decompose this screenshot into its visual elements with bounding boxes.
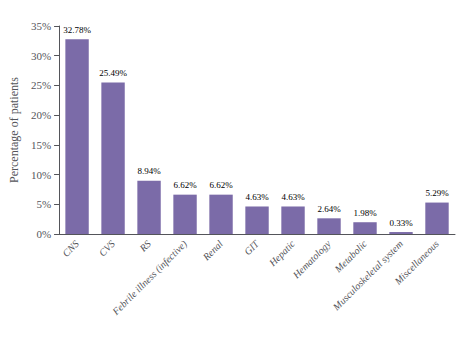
svg-text:8.94%: 8.94% xyxy=(137,166,161,176)
svg-text:GIT: GIT xyxy=(242,237,262,257)
svg-text:25.49%: 25.49% xyxy=(99,68,127,78)
svg-text:1.98%: 1.98% xyxy=(353,208,377,218)
svg-text:5%: 5% xyxy=(36,198,51,210)
svg-text:4.63%: 4.63% xyxy=(281,192,305,202)
svg-text:30%: 30% xyxy=(31,50,51,62)
svg-text:CNS: CNS xyxy=(60,238,81,259)
svg-text:Renal: Renal xyxy=(200,238,225,263)
svg-text:0.33%: 0.33% xyxy=(389,218,413,228)
svg-text:RS: RS xyxy=(137,238,153,254)
svg-text:32.78%: 32.78% xyxy=(63,25,91,35)
svg-text:Hepatic: Hepatic xyxy=(266,238,297,269)
svg-text:20%: 20% xyxy=(31,109,51,121)
svg-text:CVS: CVS xyxy=(97,238,117,258)
svg-text:Musculoskeletal system: Musculoskeletal system xyxy=(330,238,405,313)
svg-text:Percentage of patients: Percentage of patients xyxy=(7,77,21,183)
svg-text:4.63%: 4.63% xyxy=(245,192,269,202)
svg-text:35%: 35% xyxy=(31,20,51,32)
svg-text:5.29%: 5.29% xyxy=(425,188,449,198)
svg-text:Miscellaneous: Miscellaneous xyxy=(392,238,441,287)
svg-text:25%: 25% xyxy=(31,79,51,91)
svg-text:6.62%: 6.62% xyxy=(209,180,233,190)
svg-text:Metabolic: Metabolic xyxy=(332,238,370,276)
svg-text:15%: 15% xyxy=(31,139,51,151)
svg-text:0%: 0% xyxy=(36,228,51,240)
svg-text:6.62%: 6.62% xyxy=(173,180,197,190)
svg-text:Febrile illness (infective): Febrile illness (infective) xyxy=(109,238,190,319)
svg-text:2.64%: 2.64% xyxy=(317,204,341,214)
svg-text:10%: 10% xyxy=(31,169,51,181)
svg-text:Hematology: Hematology xyxy=(290,238,333,281)
